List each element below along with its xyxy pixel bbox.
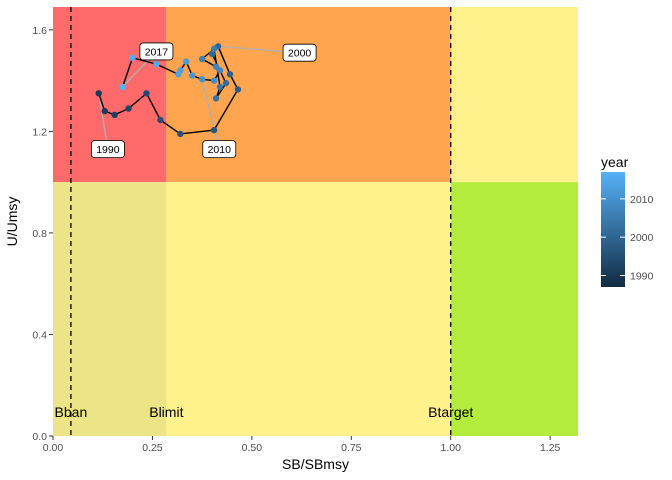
point-2016 xyxy=(129,54,136,61)
label-box-1990 xyxy=(90,140,125,159)
y-axis-title: U/Umsy xyxy=(4,197,20,247)
legend-tick-label: 1990 xyxy=(630,271,654,283)
point-2015 xyxy=(153,60,160,68)
zone-2 xyxy=(450,7,578,183)
point-2006 xyxy=(198,55,206,63)
point-2005 xyxy=(210,45,218,53)
reference-labels: Bban Blimit Btarget xyxy=(55,404,474,420)
label-box-2010 xyxy=(202,140,237,159)
y-tick-label: 1.6 xyxy=(32,25,47,37)
x-tick-label: 0.50 xyxy=(242,442,263,454)
y-tick-label: 1.2 xyxy=(32,126,47,138)
legend-title: year xyxy=(601,154,629,170)
point-2008 xyxy=(216,67,224,74)
year-legend: year 1990 2000 2010 xyxy=(601,154,654,287)
y-tick-label: 0.4 xyxy=(32,329,47,341)
label-2010: 2010 xyxy=(208,144,232,156)
data-points xyxy=(95,43,242,138)
point-2014 xyxy=(175,71,182,78)
point-1999 xyxy=(226,71,234,78)
zone-3 xyxy=(53,182,167,436)
x-tick-label: 0.75 xyxy=(341,442,362,454)
label-box-2017 xyxy=(139,42,174,61)
label-1990: 1990 xyxy=(96,144,120,156)
label-2017: 2017 xyxy=(145,46,169,58)
x-tick-label: 1.00 xyxy=(441,442,462,454)
leader-2010 xyxy=(201,79,220,150)
point-2017 xyxy=(119,83,126,91)
point-1995 xyxy=(157,116,164,124)
point-1991 xyxy=(101,107,108,115)
legend-ticks: 1990 2000 2010 xyxy=(601,194,654,283)
label-box-2000 xyxy=(282,43,317,62)
point-2007 xyxy=(212,63,220,70)
x-axis: 0.00 0.25 0.50 0.75 1.00 1.25 xyxy=(43,436,561,454)
x-tick-label: 0.00 xyxy=(43,442,64,454)
point-1996 xyxy=(177,130,184,138)
legend-tick-label: 2000 xyxy=(630,232,654,244)
status-zones xyxy=(53,7,578,436)
ref-label-blimit: Blimit xyxy=(149,404,183,420)
x-axis-title: SB/SBmsy xyxy=(282,456,349,472)
point-1990 xyxy=(95,90,102,97)
point-1998 xyxy=(234,86,242,93)
y-tick-label: 0.8 xyxy=(32,228,47,240)
point-1997 xyxy=(210,126,218,134)
y-tick-label: 0.0 xyxy=(32,431,47,443)
point-2010 xyxy=(198,76,206,83)
x-tick-label: 0.25 xyxy=(142,442,163,454)
point-labels: 1990 2000 2010 2017 xyxy=(90,42,317,159)
point-2001 xyxy=(208,50,216,58)
ref-label-btarget: Btarget xyxy=(428,404,473,420)
point-2012 xyxy=(183,58,190,65)
point-1993 xyxy=(125,105,132,112)
point-2004 xyxy=(216,83,224,91)
point-2003 xyxy=(212,95,220,102)
label-2000: 2000 xyxy=(288,48,312,60)
y-axis: 0.0 0.4 0.8 1.2 1.6 xyxy=(32,25,53,443)
point-2009 xyxy=(210,77,218,84)
x-tick-label: 1.25 xyxy=(540,442,561,454)
leader-1990 xyxy=(98,93,109,150)
zone-5 xyxy=(450,182,578,436)
point-1994 xyxy=(143,90,150,97)
point-1992 xyxy=(111,111,118,119)
trajectory-line xyxy=(98,44,239,135)
legend-tick-label: 2010 xyxy=(630,194,654,206)
ref-label-bban: Bban xyxy=(55,404,88,420)
legend-colorbar xyxy=(601,172,625,287)
point-2002 xyxy=(222,79,230,87)
point-2011 xyxy=(189,72,196,79)
zone-4 xyxy=(166,182,451,436)
